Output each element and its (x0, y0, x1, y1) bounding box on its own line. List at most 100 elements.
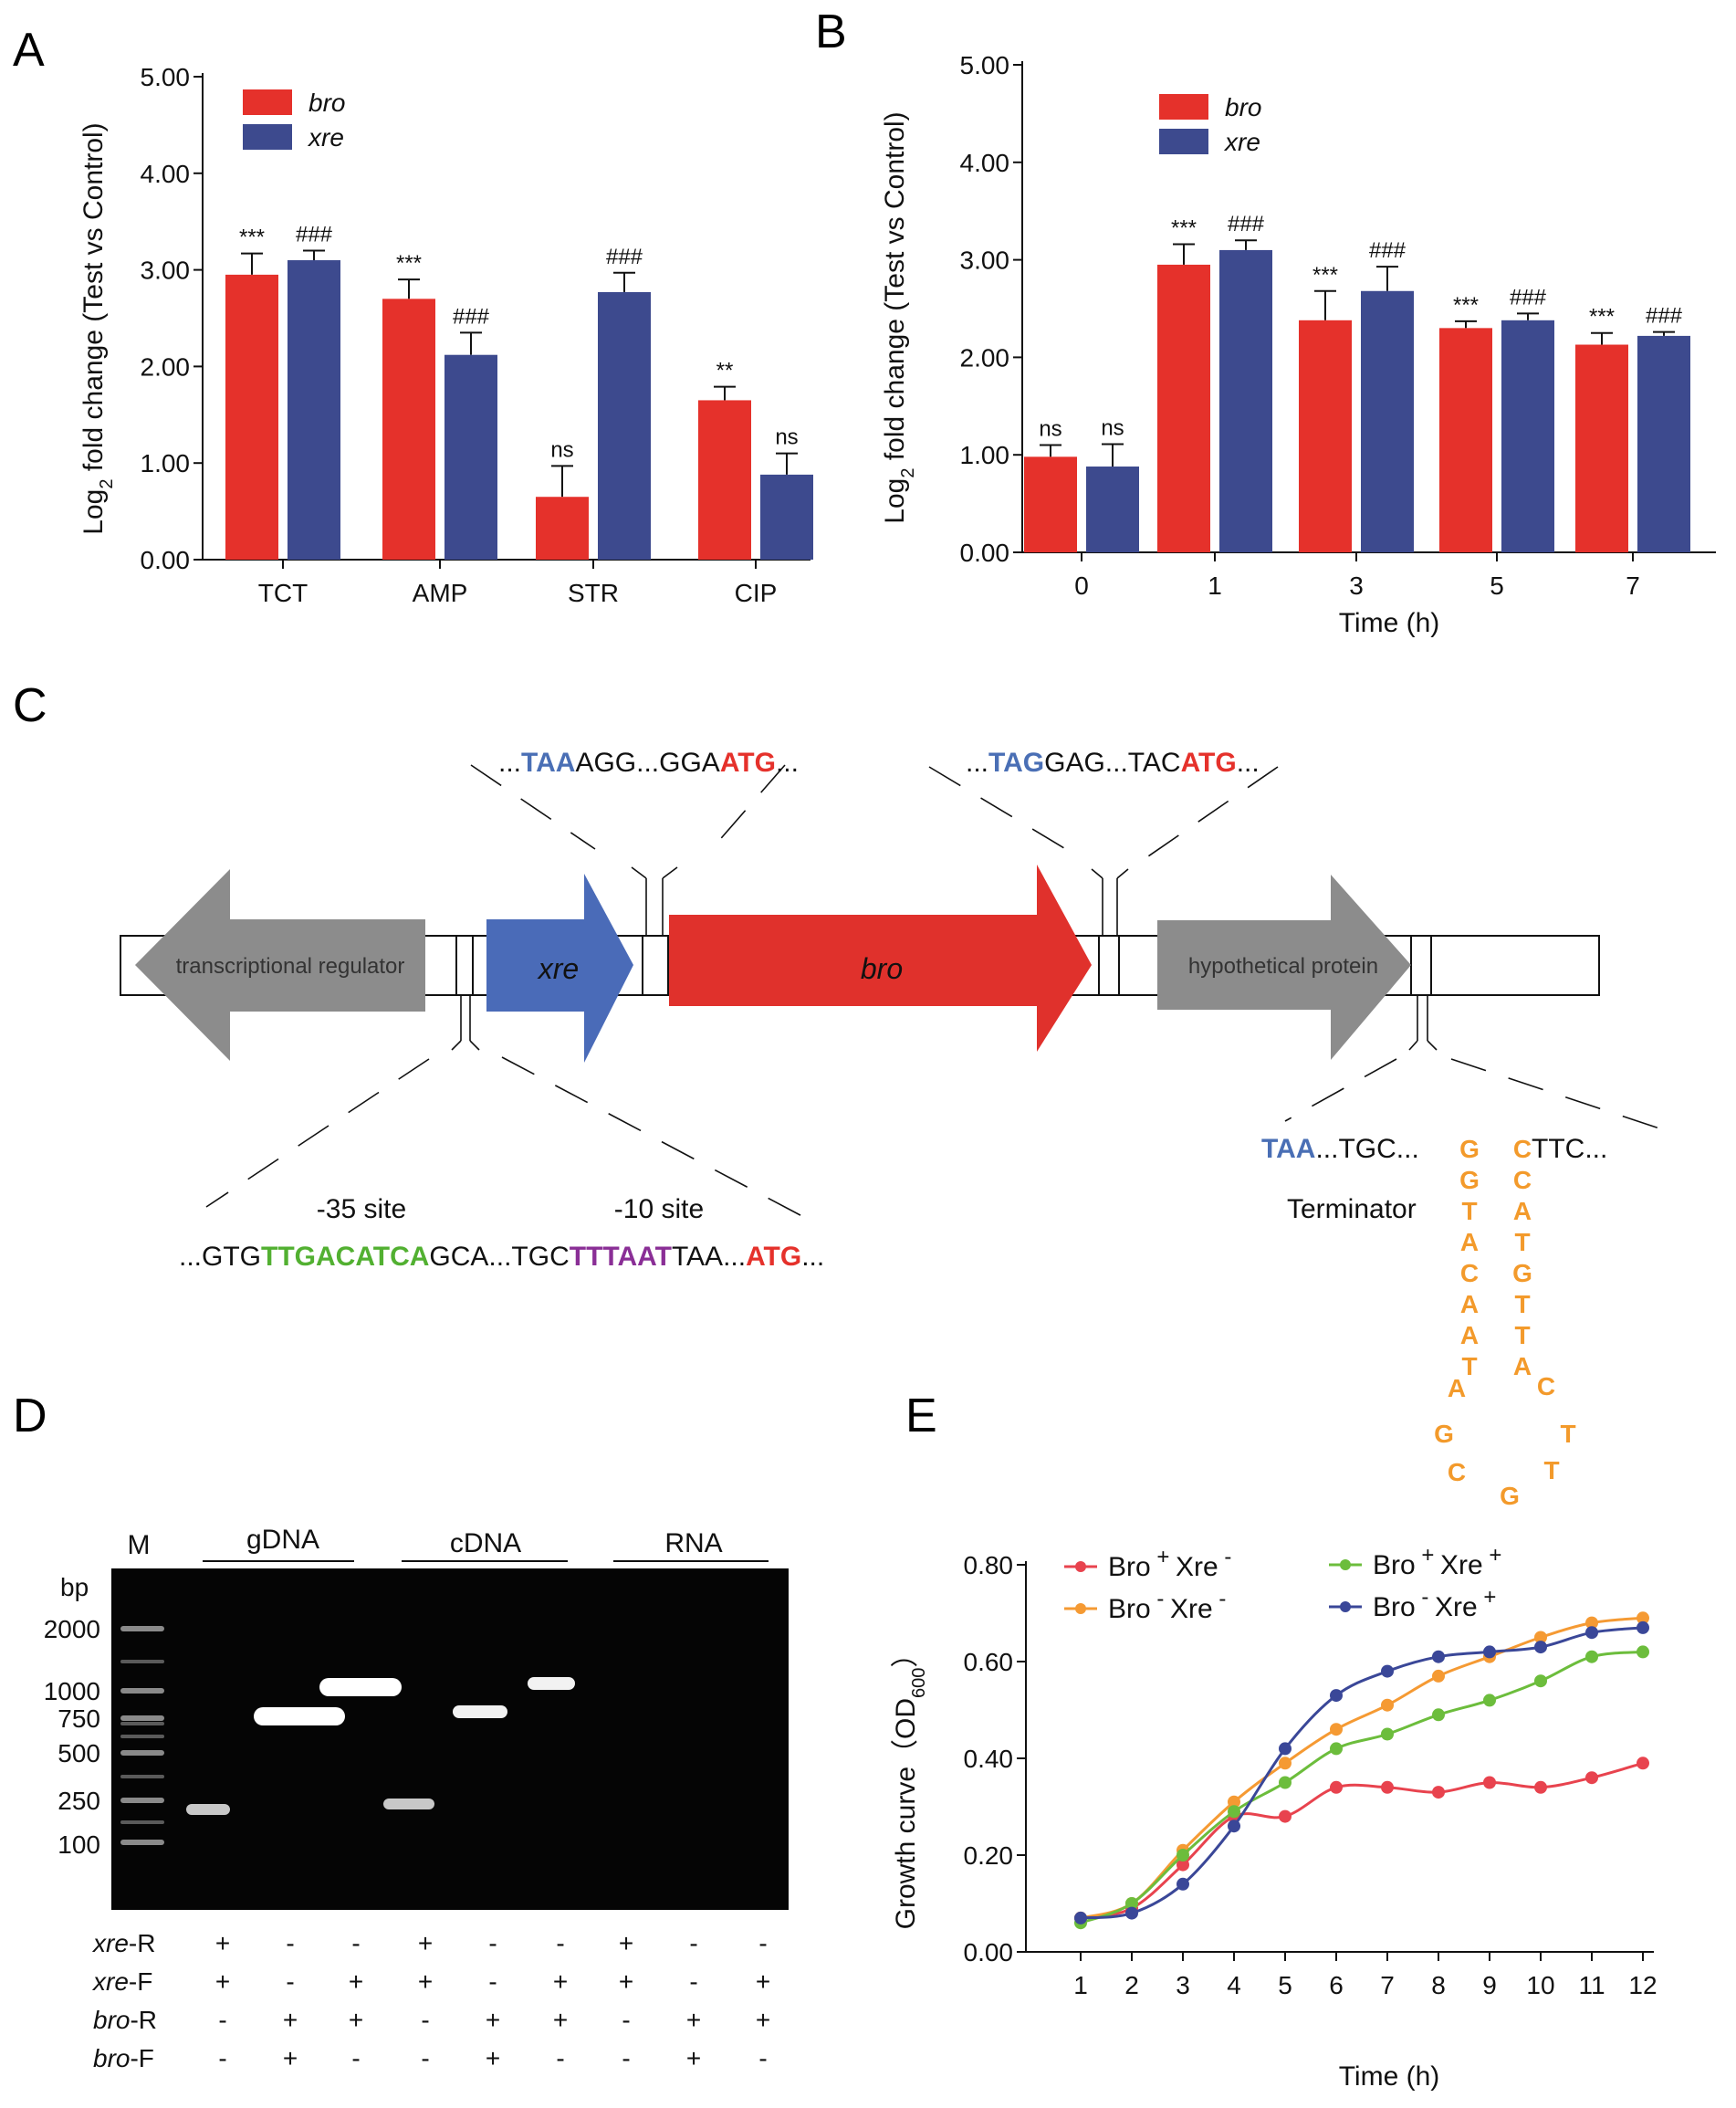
zoom-lines-top (470, 764, 1279, 936)
chartB-category-label: 1 (1208, 572, 1222, 600)
chart-e-point (1483, 1776, 1496, 1789)
gel-sample-band (453, 1705, 507, 1718)
legend-part: Bro (1373, 1592, 1416, 1622)
gel-marker-column-label: M (128, 1530, 151, 1560)
chart-e-xtick-label: 1 (1073, 1971, 1088, 1999)
chart-e-point (1534, 1674, 1547, 1688)
primer-sign: + (486, 2044, 500, 2072)
primer-sign: + (756, 1967, 770, 1996)
chart-e-point (1330, 1780, 1343, 1794)
primer-sign: - (689, 1967, 697, 1996)
chartA-category-label: CIP (735, 579, 778, 607)
legend-part: Xre (1440, 1550, 1483, 1580)
primer-table: xre-R + - - + - - + - -xre-F + - + + - + + - +bro-R - + + - + + -… (91, 1929, 770, 2072)
gel-group-gdna: gDNA (246, 1525, 319, 1555)
chartB-bar-bro (1024, 456, 1077, 552)
chart-e-legend-marker (1340, 1559, 1351, 1570)
chartA-significance: *** (239, 225, 265, 250)
legend-part: Xre (1435, 1592, 1478, 1622)
gel-ladder-band (120, 1715, 164, 1721)
chartB-legend-swatch (1159, 129, 1208, 154)
primer-sign: + (486, 2006, 500, 2034)
terminator-loop-base: G (1500, 1482, 1520, 1510)
chart-a-ylabel: Log2 fold change (Test vs Control) (78, 122, 117, 534)
gel-bands (120, 1626, 575, 1845)
primer-sign: - (421, 2044, 429, 2072)
primer-gene: bro (93, 2006, 130, 2034)
terminator-label: Terminator (1287, 1194, 1417, 1224)
chart-e-point (1637, 1611, 1649, 1625)
primer-sign: - (488, 1967, 497, 1996)
chartB-legend-label: xre (1223, 128, 1260, 156)
terminator-base: T (1461, 1197, 1477, 1225)
chart-e-point (1432, 1669, 1445, 1683)
gene-arrow-hypothetical-protein (1157, 875, 1411, 1060)
chart-e-point (1637, 1620, 1649, 1634)
terminator-base: G (1459, 1166, 1480, 1194)
gel-ladder-band (120, 1820, 164, 1824)
chart-e-point (1228, 1795, 1240, 1809)
gel-sample-band (319, 1678, 402, 1696)
terminator-base: T (1514, 1228, 1530, 1256)
chartB-significance: *** (1171, 216, 1197, 241)
chartA-significance: ### (296, 222, 333, 246)
chartB-bar-xre (1501, 320, 1554, 552)
chartB-bar-xre (1637, 335, 1690, 552)
gel-ladder-band (120, 1626, 164, 1631)
chart-e-xtick-label: 10 (1526, 1971, 1554, 1999)
gel-sample-band (383, 1799, 434, 1809)
gene-arrow-bro (669, 865, 1092, 1052)
chart-e-legend-label: Bro - Xre - (1108, 1587, 1226, 1625)
panel-label-e: E (905, 1390, 937, 1442)
chartA-bar-bro (382, 299, 435, 560)
chart-e-xtick-label: 5 (1278, 1971, 1292, 1999)
legend-part: Bro (1108, 1552, 1151, 1582)
terminator-base: T (1461, 1352, 1477, 1380)
chartB-ytick-label: 4.00 (960, 149, 1010, 177)
chartB-category-label: 3 (1349, 572, 1364, 600)
chartB-significance: ### (1510, 285, 1547, 309)
primer-sign: - (622, 2006, 630, 2034)
primer-sign: - (286, 1929, 294, 1957)
chart-e-xlabel: Time (h) (1339, 2061, 1440, 2092)
gel-bp-label: bp (60, 1573, 89, 1601)
chart-e-point (1177, 1877, 1189, 1891)
chart-e-point (1637, 1757, 1649, 1770)
chart-e-point (1177, 1858, 1189, 1872)
terminator-loop-base: C (1448, 1458, 1466, 1486)
chartA-bar-xre (444, 354, 497, 560)
legend-part: Bro (1108, 1594, 1151, 1624)
chart-e-point (1177, 1849, 1189, 1862)
chartA-ytick-label: 3.00 (141, 257, 191, 285)
primer-gene: xre (91, 1967, 129, 1996)
chartA-bar-bro (225, 274, 278, 560)
primer-sign: + (553, 2006, 568, 2034)
gel-marker-label: 500 (58, 1739, 100, 1767)
chartA-significance: ### (453, 304, 490, 329)
chart-e-point (1279, 1742, 1292, 1756)
chartB-bar-xre (1361, 290, 1414, 552)
terminator-base: C (1460, 1259, 1479, 1287)
chartA-category-label: TCT (258, 579, 308, 607)
chartB-significance: ### (1369, 238, 1407, 263)
primer-sign: + (349, 2006, 363, 2034)
chartB-ytick-label: 3.00 (960, 246, 1010, 275)
chartA-bar-xre (760, 474, 813, 560)
chartB-significance: ### (1228, 212, 1265, 236)
gel-group-cdna: cDNA (450, 1528, 521, 1558)
primer-direction: -F (130, 2044, 153, 2072)
chartB-significance: *** (1453, 293, 1479, 318)
chart-e-point (1585, 1626, 1598, 1640)
chartB-significance: *** (1312, 263, 1338, 288)
gel-marker-label: 2000 (44, 1615, 100, 1643)
legend-part: Xre (1176, 1552, 1218, 1582)
chart-e-ylabel: Growth curve（OD600） (891, 1641, 929, 1930)
chartB-ytick-label: 1.00 (960, 441, 1010, 469)
terminator-base: A (1513, 1352, 1532, 1380)
chartA-significance: ### (606, 245, 643, 269)
chart-e-legend-marker (1340, 1601, 1351, 1612)
terminator-loop-base: C (1537, 1372, 1555, 1400)
